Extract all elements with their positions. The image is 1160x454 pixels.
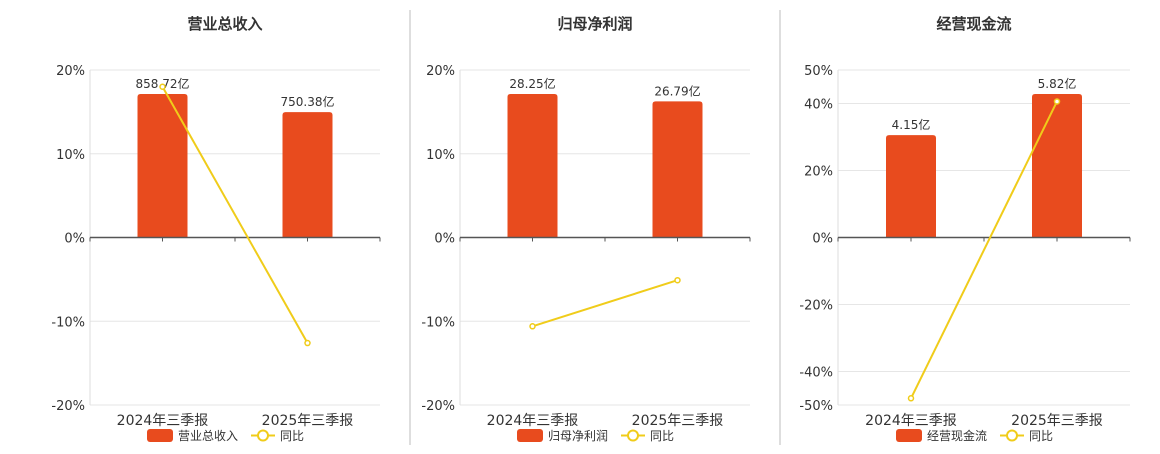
bar <box>137 94 188 238</box>
bar <box>1032 94 1082 238</box>
yoy-point <box>907 395 915 402</box>
y-tick-label: 10% <box>426 148 455 163</box>
x-tick-label: 2025年三季报 <box>1011 413 1103 429</box>
y-tick-label: -20% <box>799 299 833 314</box>
bar-data-label: 28.25亿 <box>509 76 555 91</box>
y-tick-label: 50% <box>804 64 833 79</box>
y-tick-label: -40% <box>799 366 833 381</box>
bar-data-label: 750.38亿 <box>281 94 335 109</box>
legend-bar-label: 营业总收入 <box>178 429 238 443</box>
yoy-line <box>532 279 678 328</box>
y-tick-label: -50% <box>799 399 833 414</box>
y-tick-label: 0% <box>64 232 85 247</box>
bar <box>886 135 936 238</box>
chart-title: 经营现金流 <box>936 15 1011 33</box>
legend-line-label: 同比 <box>1029 429 1053 443</box>
legend-line-label: 同比 <box>280 429 304 443</box>
y-tick-label: -20% <box>421 399 455 414</box>
legend-bar-swatch <box>517 429 543 442</box>
legend-bar-label: 归母净利润 <box>548 429 608 443</box>
yoy-point <box>529 323 536 330</box>
x-tick-label: 2024年三季报 <box>865 413 957 429</box>
legend-bar-label: 经营现金流 <box>927 428 987 443</box>
chart-title: 归母净利润 <box>557 15 632 33</box>
x-tick-label: 2025年三季报 <box>632 413 724 429</box>
x-tick-label: 2025年三季报 <box>262 413 354 429</box>
legend-bar-swatch <box>147 429 173 442</box>
y-tick-label: 20% <box>804 165 833 180</box>
x-tick-label: 2024年三季报 <box>487 413 579 429</box>
yoy-point <box>159 83 166 90</box>
y-tick-label: 20% <box>426 64 455 79</box>
legend-line-label: 同比 <box>650 429 674 443</box>
y-tick-label: 10% <box>56 148 85 163</box>
y-tick-label: -10% <box>421 315 455 330</box>
legend-bar-swatch <box>896 429 922 442</box>
yoy-line <box>161 86 309 344</box>
bar <box>282 112 333 238</box>
legend-line-marker <box>257 429 269 442</box>
yoy-point <box>1053 98 1061 105</box>
legend-line-marker <box>627 429 639 442</box>
y-tick-label: 40% <box>804 98 833 113</box>
bar <box>507 94 558 238</box>
y-tick-label: 0% <box>434 232 455 247</box>
bar-data-label: 5.82亿 <box>1038 76 1077 91</box>
yoy-point <box>674 276 681 284</box>
bar-data-label: 26.79亿 <box>654 83 700 98</box>
bar <box>652 101 703 238</box>
y-tick-label: 0% <box>812 232 833 247</box>
y-tick-label: 20% <box>56 64 85 79</box>
x-tick-label: 2024年三季报 <box>117 413 209 429</box>
y-tick-label: -10% <box>51 315 85 330</box>
chart-title: 营业总收入 <box>187 15 262 33</box>
bar-data-label: 4.15亿 <box>892 117 931 132</box>
yoy-line <box>910 101 1058 399</box>
y-tick-label: -20% <box>51 399 85 414</box>
yoy-point <box>304 339 311 347</box>
legend-line-marker <box>1006 429 1018 442</box>
